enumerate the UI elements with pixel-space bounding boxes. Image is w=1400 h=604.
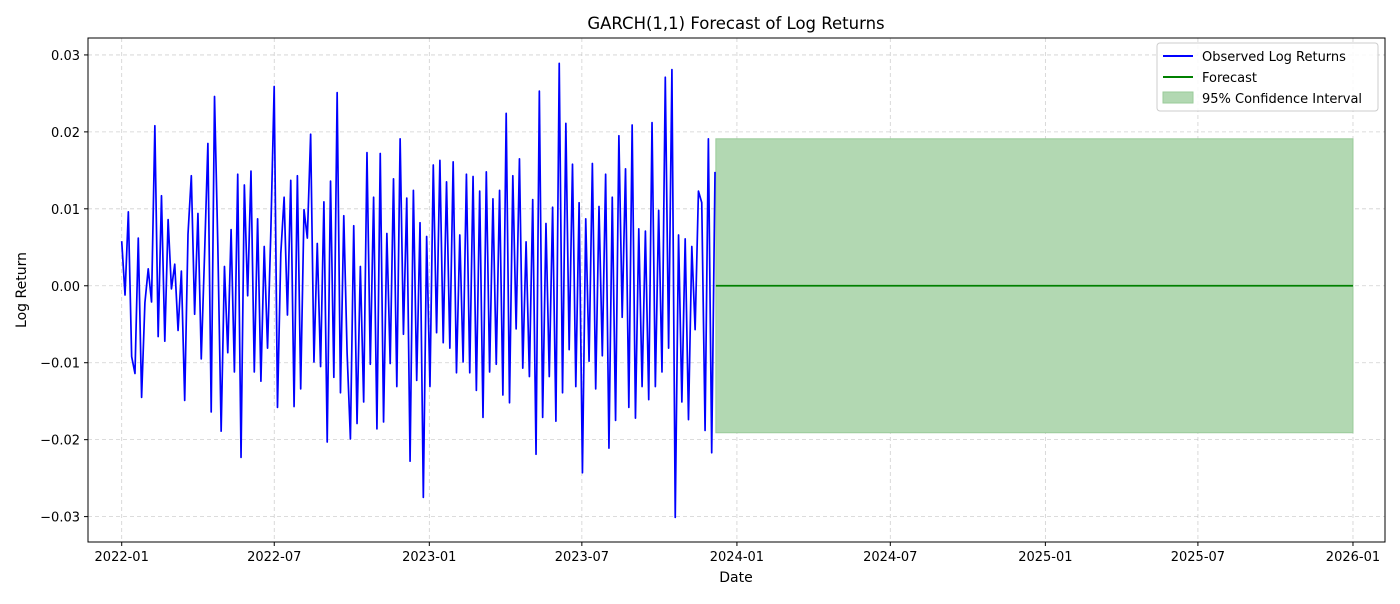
x-tick-label: 2025-07 bbox=[1171, 550, 1225, 565]
y-tick-label: −0.02 bbox=[40, 434, 80, 449]
legend-box bbox=[1156, 42, 1379, 112]
x-tick-label: 2024-07 bbox=[863, 550, 917, 565]
legend-swatch-confidence-interval bbox=[1162, 91, 1194, 104]
x-tick-label: 2022-01 bbox=[95, 550, 149, 565]
x-tick-label: 2022-07 bbox=[247, 550, 301, 565]
chart-title: GARCH(1,1) Forecast of Log Returns bbox=[587, 14, 884, 33]
x-tick-label: 2024-01 bbox=[710, 550, 764, 565]
y-axis-ticks: 0.03 0.02 0.01 0.00 −0.01 −0.02 −0.03 bbox=[40, 49, 88, 526]
legend-label-confidence-interval: 95% Confidence Interval bbox=[1202, 92, 1362, 107]
observed-log-returns-line bbox=[120, 62, 716, 519]
x-tick-label: 2023-01 bbox=[402, 550, 456, 565]
y-tick-label: 0.00 bbox=[51, 280, 80, 295]
legend-label-forecast: Forecast bbox=[1202, 71, 1257, 86]
y-tick-label: 0.01 bbox=[51, 203, 80, 218]
legend-label-observed: Observed Log Returns bbox=[1202, 50, 1346, 65]
x-tick-label: 2023-07 bbox=[555, 550, 609, 565]
x-tick-label: 2026-01 bbox=[1326, 550, 1380, 565]
y-tick-label: 0.02 bbox=[51, 126, 80, 141]
series-layer bbox=[120, 62, 1353, 519]
legend: Observed Log Returns Forecast 95% Confid… bbox=[1156, 42, 1379, 112]
y-tick-label: −0.01 bbox=[40, 357, 80, 372]
x-axis-label: Date bbox=[719, 570, 752, 586]
x-axis-ticks: 2022-01 2022-07 2023-01 2023-07 2024-01 2024-… bbox=[95, 542, 1380, 565]
x-tick-label: 2025-01 bbox=[1018, 550, 1072, 565]
y-axis-label: Log Return bbox=[14, 252, 30, 328]
y-tick-label: −0.03 bbox=[40, 511, 80, 526]
y-tick-label: 0.03 bbox=[51, 49, 80, 64]
